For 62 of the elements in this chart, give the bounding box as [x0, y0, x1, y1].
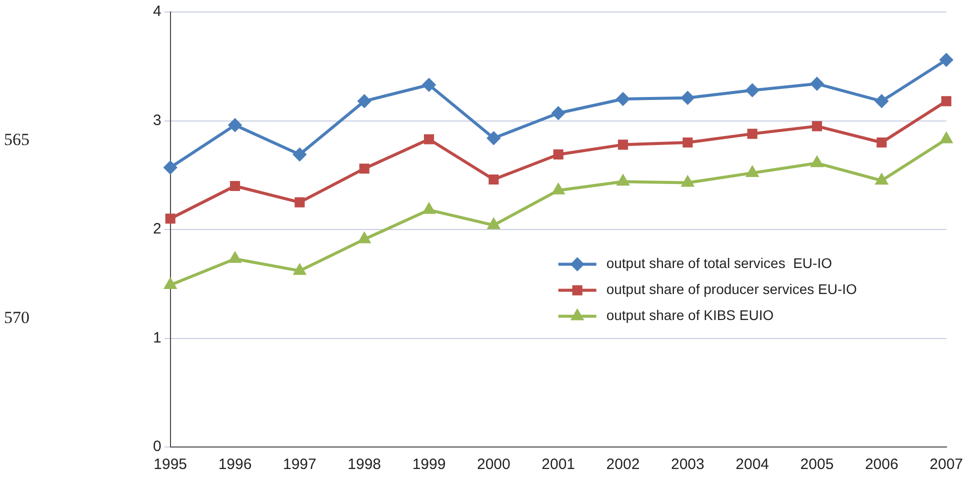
point	[940, 53, 953, 66]
point	[811, 156, 823, 168]
point	[616, 92, 630, 106]
point	[488, 174, 499, 185]
x-tick-label: 2004	[736, 456, 770, 474]
point	[682, 137, 693, 148]
point	[229, 252, 241, 263]
point	[422, 78, 436, 92]
x-tick-label: 1999	[412, 456, 446, 474]
point	[488, 218, 500, 230]
y-tick-label: 4	[153, 3, 162, 20]
point	[358, 94, 371, 108]
point	[746, 84, 759, 97]
x-tick-label: 1998	[348, 456, 382, 474]
point	[228, 118, 242, 132]
point	[552, 184, 564, 194]
point	[164, 161, 177, 174]
point	[423, 203, 435, 214]
x-tick-label: 2000	[476, 456, 510, 474]
point	[294, 197, 305, 208]
y-tick-label: 2	[153, 220, 162, 238]
legend-label: output share of total services EU-IO	[606, 255, 832, 272]
point	[876, 137, 887, 148]
y-tick-label: 1	[153, 329, 162, 346]
text: 565	[4, 130, 30, 150]
point	[359, 164, 370, 174]
point	[747, 128, 758, 139]
x-tick-label: 2001	[542, 456, 576, 474]
x-tick-label: 1996	[218, 456, 252, 474]
point	[810, 77, 824, 90]
x-tick-label: 2005	[800, 456, 834, 474]
point	[230, 180, 240, 192]
point	[293, 148, 306, 161]
point	[294, 264, 306, 275]
legend-label: output share of KIBS EUIO	[606, 307, 774, 324]
point	[552, 106, 565, 120]
text: 570	[4, 308, 30, 328]
point	[618, 140, 628, 150]
point	[940, 132, 952, 144]
point	[682, 176, 694, 187]
x-tick-label: 2006	[864, 456, 898, 474]
point	[681, 91, 694, 104]
x-tick-label: 1995	[154, 456, 188, 474]
y-tick-label: 3	[153, 112, 162, 129]
point	[812, 121, 822, 132]
point	[165, 214, 176, 224]
point	[875, 94, 888, 108]
point	[487, 132, 500, 145]
point	[876, 174, 888, 185]
point	[164, 278, 176, 289]
point	[941, 96, 952, 106]
x-tick-label: 2003	[670, 456, 704, 474]
x-tick-label: 2007	[930, 456, 964, 474]
point	[358, 232, 370, 244]
point	[424, 134, 434, 144]
point	[553, 149, 564, 160]
x-tick-label: 1997	[282, 456, 316, 474]
x-tick-label: 2002	[606, 456, 640, 474]
point	[746, 166, 758, 177]
point	[617, 175, 629, 186]
legend-label: output share of producer services EU-IO	[606, 281, 857, 298]
y-tick-label: 0	[153, 438, 162, 456]
